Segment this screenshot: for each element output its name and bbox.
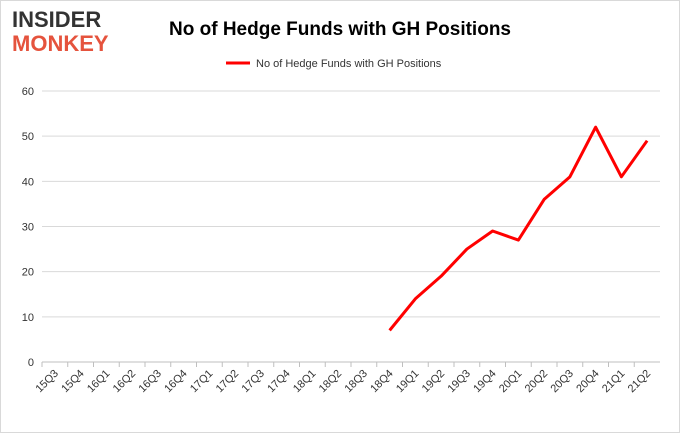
y-tick-label: 20 xyxy=(22,267,34,279)
logo-line1: INSIDER xyxy=(12,7,101,32)
y-tick-label: 50 xyxy=(22,131,34,143)
y-tick-label: 10 xyxy=(22,312,34,324)
y-tick-label: 30 xyxy=(22,222,34,234)
logo-line2: MONKEY xyxy=(12,31,109,56)
legend-label: No of Hedge Funds with GH Positions xyxy=(256,58,442,70)
y-tick-label: 60 xyxy=(22,86,34,98)
y-tick-label: 40 xyxy=(22,176,34,188)
chart-title: No of Hedge Funds with GH Positions xyxy=(169,19,511,40)
y-tick-label: 0 xyxy=(28,357,34,369)
data-line xyxy=(388,125,649,332)
